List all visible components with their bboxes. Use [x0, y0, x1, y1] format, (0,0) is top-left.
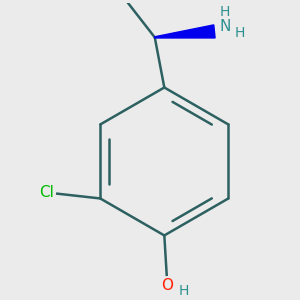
Text: H: H — [219, 5, 230, 20]
Text: O: O — [161, 278, 173, 293]
Text: H: H — [235, 26, 245, 40]
Text: H: H — [178, 284, 189, 298]
Text: Cl: Cl — [39, 185, 54, 200]
Text: N: N — [219, 19, 231, 34]
Polygon shape — [155, 25, 215, 38]
